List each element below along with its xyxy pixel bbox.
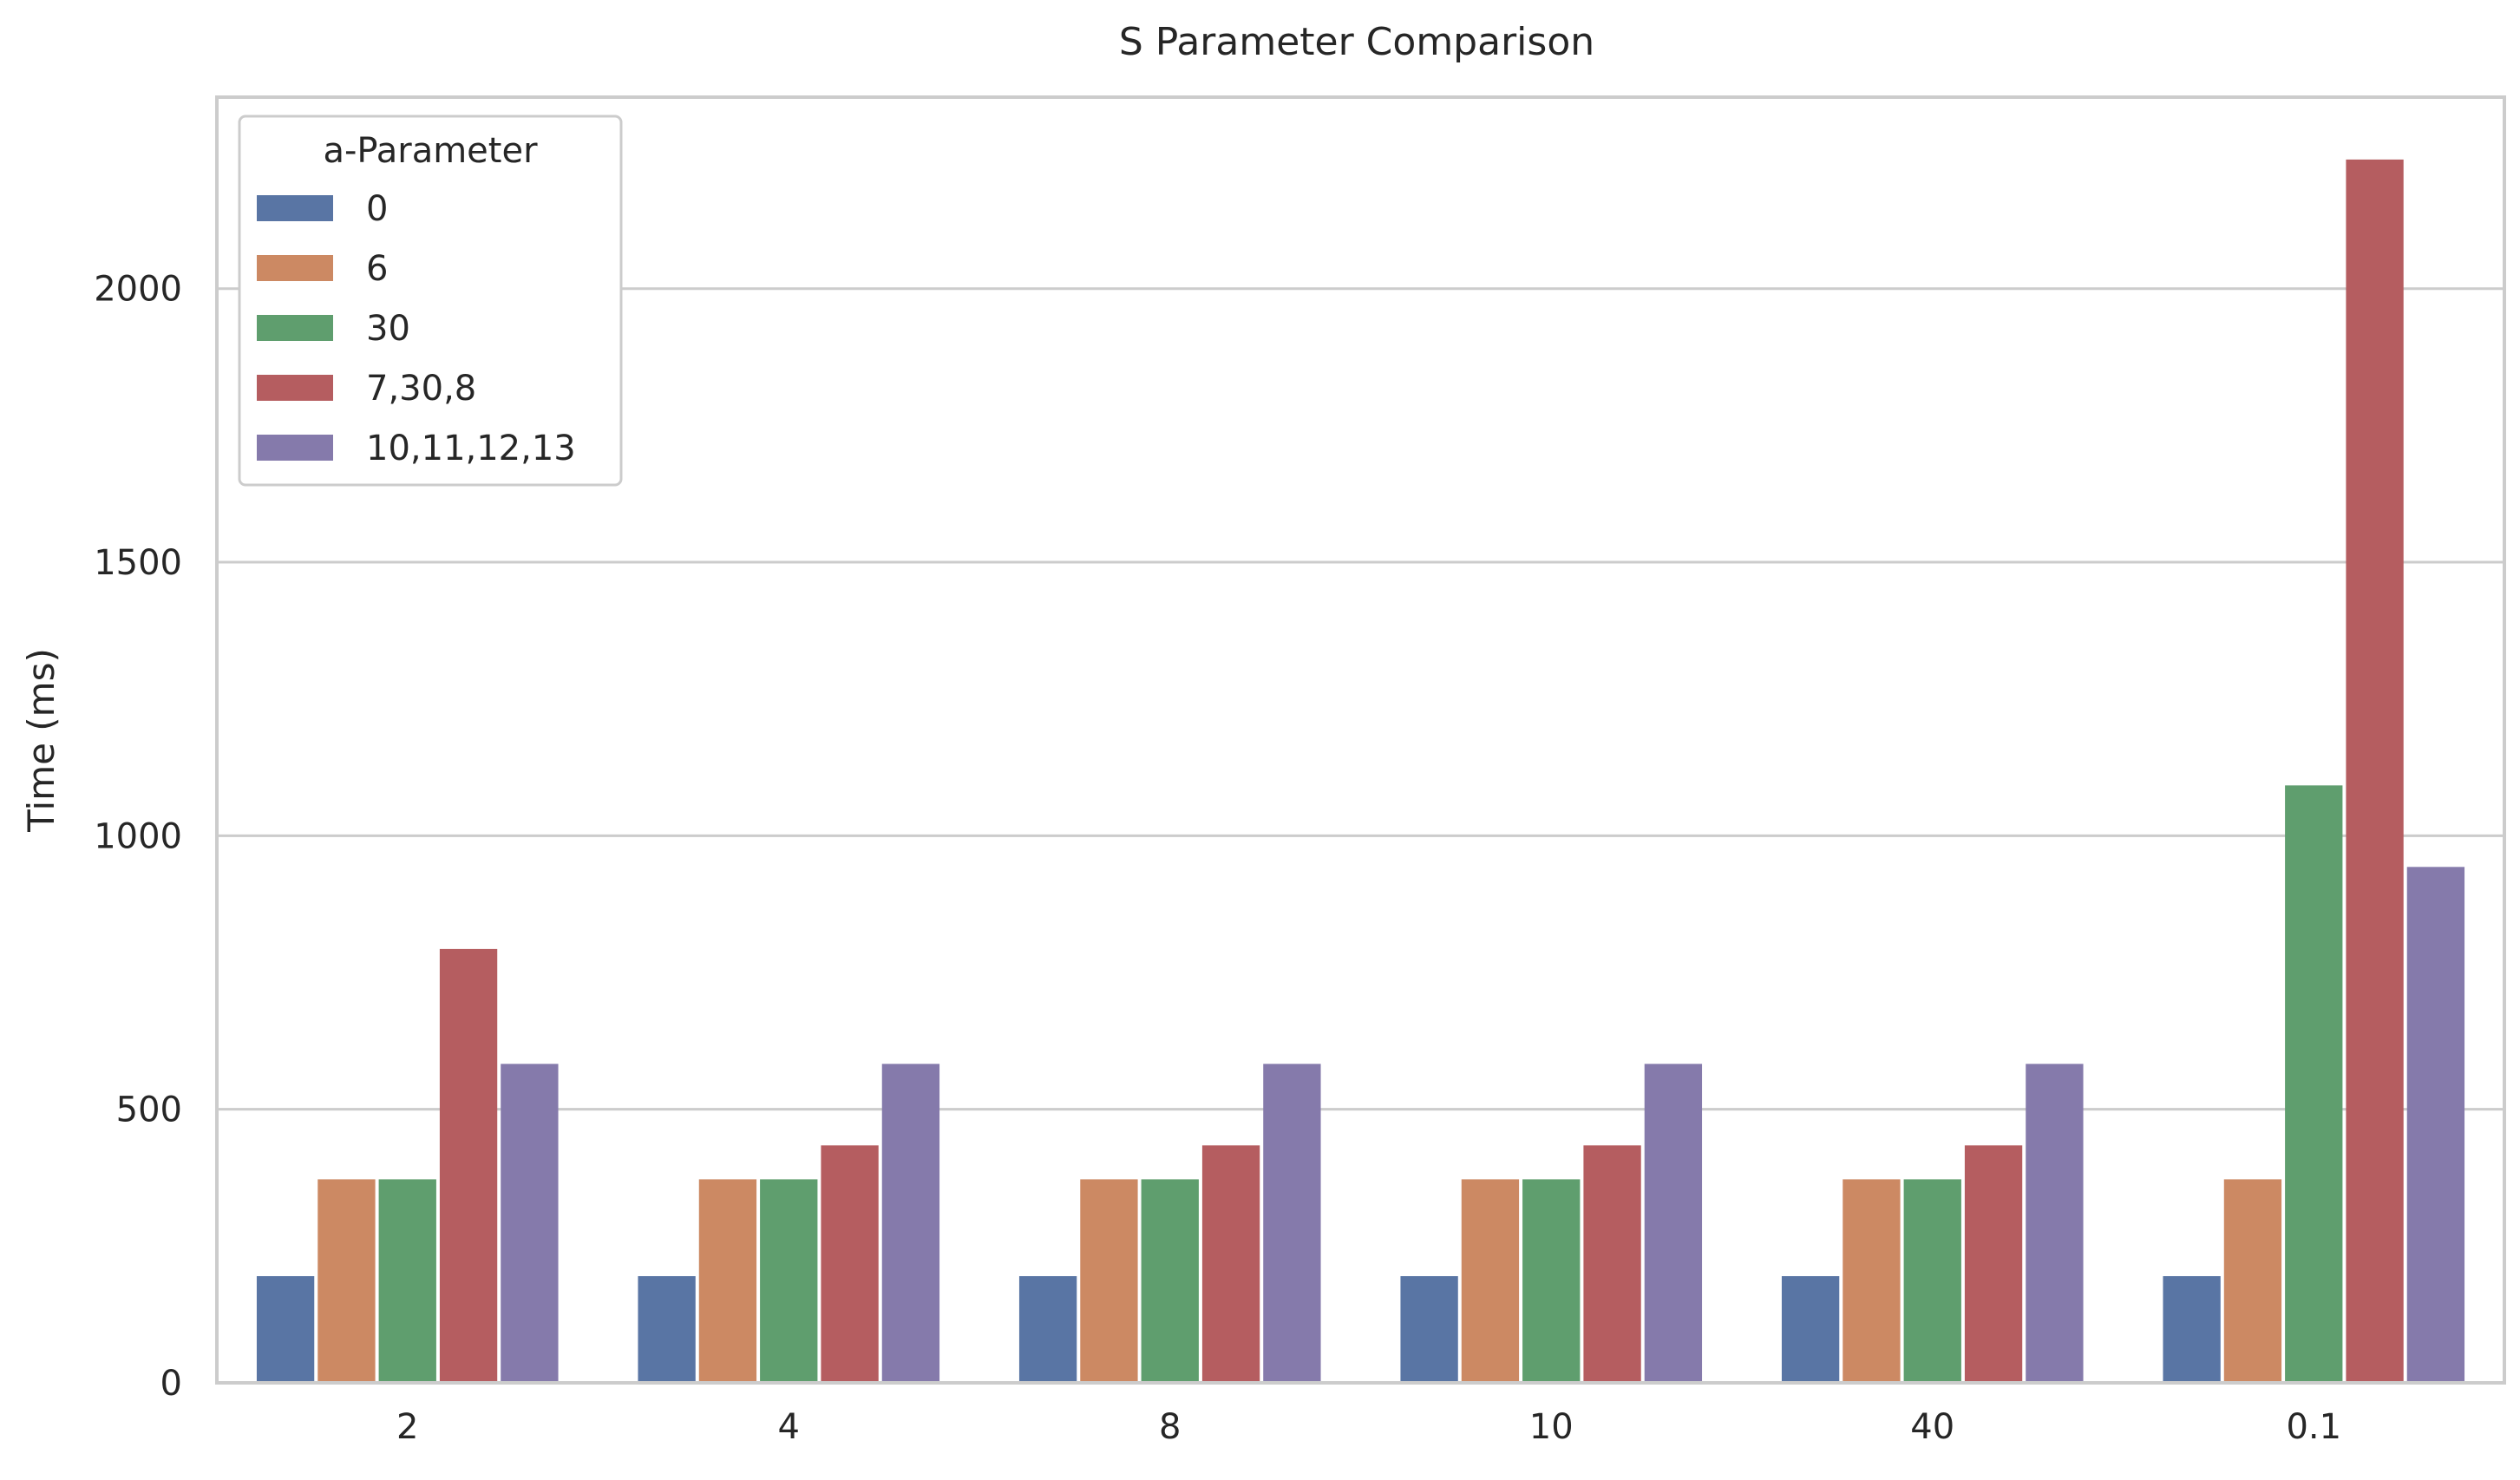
bar-layer <box>256 159 2465 1383</box>
legend-swatch <box>257 435 333 461</box>
legend-label: 0 <box>366 189 388 229</box>
legend-swatch <box>257 375 333 401</box>
legend-swatch <box>257 255 333 281</box>
x-tick-label: 0.1 <box>2286 1407 2341 1447</box>
bar-2-series-3 <box>439 948 498 1383</box>
x-tick-label: 10 <box>1529 1407 1574 1447</box>
x-tick-label: 2 <box>396 1407 418 1447</box>
bar-0.1-series-0 <box>2163 1276 2221 1383</box>
bar-40-series-3 <box>1964 1145 2023 1383</box>
bar-10-series-0 <box>1400 1276 1458 1383</box>
x-tick-label: 40 <box>1910 1407 1954 1447</box>
chart-title: S Parameter Comparison <box>1119 20 1594 64</box>
legend-swatch <box>257 315 333 341</box>
bar-4-series-0 <box>638 1276 696 1383</box>
x-tick-label: 4 <box>778 1407 800 1447</box>
bar-10-series-1 <box>1461 1179 1520 1383</box>
bar-0.1-series-3 <box>2346 159 2404 1383</box>
legend: a-Parameter 0 6 30 7,30,8 10,11,12,13 <box>238 115 623 487</box>
plot-frame <box>215 95 2506 1385</box>
bar-4-series-3 <box>821 1145 879 1383</box>
y-tick-label: 1000 <box>94 816 182 856</box>
y-tick-labels: 0 500 1000 1500 2000 <box>94 270 182 1404</box>
bar-8-series-4 <box>1263 1064 1321 1383</box>
y-axis-label: Time (ms) <box>20 648 62 833</box>
x-tick-label: 8 <box>1159 1407 1181 1447</box>
bar-2-series-2 <box>378 1179 436 1383</box>
bar-0.1-series-4 <box>2406 867 2465 1383</box>
bar-40-series-1 <box>1843 1179 1901 1383</box>
y-tick-label: 2000 <box>94 270 182 310</box>
bar-40-series-2 <box>1903 1179 1961 1383</box>
bar-10-series-4 <box>1644 1064 1703 1383</box>
y-tick-label: 1500 <box>94 543 182 583</box>
bar-4-series-2 <box>760 1179 818 1383</box>
bar-0.1-series-2 <box>2285 785 2343 1383</box>
legend-label: 7,30,8 <box>366 369 476 409</box>
bar-8-series-0 <box>1018 1276 1077 1383</box>
legend-swatch <box>257 195 333 221</box>
bar-2-series-4 <box>501 1064 559 1383</box>
legend-label: 6 <box>366 249 388 289</box>
legend-label: 30 <box>366 309 410 349</box>
legend-title: a-Parameter <box>323 131 538 171</box>
legend-label: 10,11,12,13 <box>366 429 576 468</box>
bar-2-series-0 <box>256 1276 315 1383</box>
bar-40-series-4 <box>2026 1064 2084 1383</box>
bar-8-series-1 <box>1080 1179 1138 1383</box>
bar-0.1-series-1 <box>2223 1179 2282 1383</box>
y-tick-label: 500 <box>116 1090 182 1130</box>
bar-40-series-0 <box>1781 1276 1840 1383</box>
bar-10-series-3 <box>1583 1145 1641 1383</box>
bar-8-series-2 <box>1141 1179 1199 1383</box>
bar-2-series-1 <box>317 1179 376 1383</box>
x-tick-labels: 2 4 8 10 40 0.1 <box>396 1407 2341 1447</box>
bar-4-series-4 <box>881 1064 940 1383</box>
bar-4-series-1 <box>698 1179 757 1383</box>
bar-10-series-2 <box>1522 1179 1581 1383</box>
legend-box <box>238 115 623 487</box>
legend-items: 0 6 30 7,30,8 10,11,12,13 <box>257 189 576 468</box>
bar-8-series-3 <box>1201 1145 1260 1383</box>
y-tick-label: 0 <box>160 1364 182 1404</box>
